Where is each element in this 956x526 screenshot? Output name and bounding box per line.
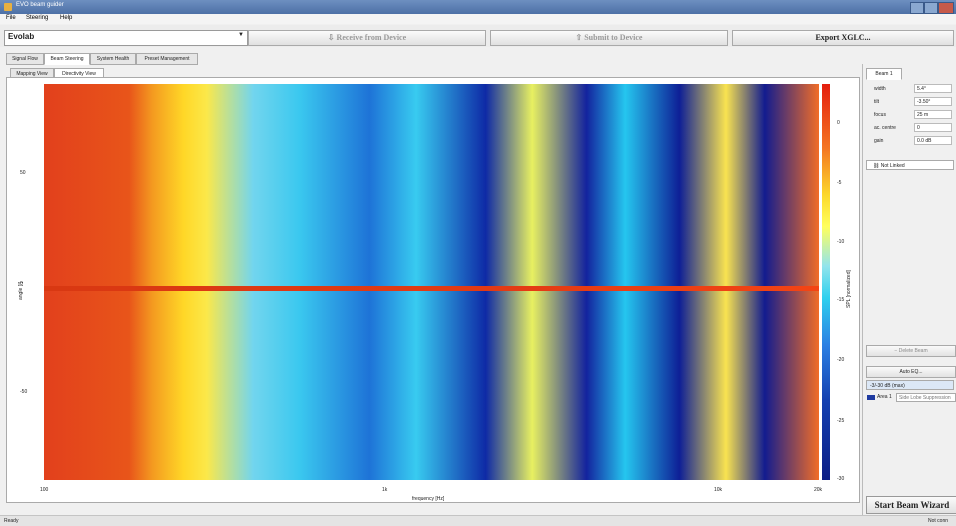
- minus-icon: −: [894, 348, 899, 354]
- tab-beam-steering[interactable]: Beam Steering: [44, 53, 90, 65]
- colorbar-tick: -5: [837, 180, 842, 186]
- menu-steering[interactable]: Steering: [26, 15, 49, 21]
- download-icon: ⇩: [327, 33, 337, 42]
- x-tick: 10k: [714, 487, 723, 493]
- status-text: Ready: [4, 518, 19, 524]
- receive-label: Receive from Device: [336, 33, 407, 42]
- focus-field[interactable]: 25 m: [914, 110, 952, 119]
- export-button[interactable]: Export XGLC...: [732, 30, 954, 46]
- heatmap-main-lobe: [44, 286, 819, 291]
- submit-button[interactable]: ⇧ Submit to Device: [490, 30, 728, 46]
- x-tick: 100: [40, 487, 49, 493]
- colorbar-tick: -25: [837, 418, 845, 424]
- export-label: Export XGLC...: [815, 33, 871, 42]
- colorbar-tick: -20: [837, 357, 845, 363]
- area-swatch: [867, 395, 875, 400]
- status-bar: Ready Not conn: [0, 515, 956, 526]
- link-select[interactable]: ⛓ Not Linked: [866, 160, 954, 170]
- y-tick: 50: [20, 170, 26, 176]
- delete-beam-label: Delete Beam: [898, 348, 928, 354]
- maximize-icon[interactable]: [924, 2, 938, 14]
- app-icon: [4, 3, 12, 11]
- connection-status: Not conn: [928, 518, 949, 524]
- target-select[interactable]: -3/-30 dB (max): [866, 380, 954, 390]
- colorbar-tick: -30: [837, 476, 845, 482]
- start-beam-wizard-button[interactable]: Start Beam Wizard: [866, 496, 956, 514]
- link-select-value: Not Linked: [880, 163, 905, 169]
- menu-help[interactable]: Help: [60, 15, 73, 21]
- colorbar-tick: -15: [837, 297, 845, 303]
- y-tick: -50: [20, 389, 28, 395]
- y-axis-label: angle [°]: [18, 281, 24, 300]
- window-title: EVO beam guider: [16, 2, 64, 8]
- directivity-heatmap[interactable]: [44, 84, 819, 480]
- title-bar: EVO beam guider: [0, 0, 956, 14]
- area-label: Area 1: [877, 394, 892, 400]
- delete-beam-button[interactable]: − Delete Beam: [866, 345, 956, 357]
- x-tick: 20k: [814, 487, 823, 493]
- chevron-down-icon: ▼: [238, 32, 244, 38]
- field-label-gain: gain: [874, 138, 884, 144]
- menu-file[interactable]: File: [6, 15, 16, 21]
- field-label-width: width: [874, 86, 886, 92]
- device-select[interactable]: Evolab ▼: [4, 30, 248, 46]
- link-icon: ⛓: [873, 163, 881, 169]
- minimize-icon[interactable]: [910, 2, 924, 14]
- field-label-tilt: tilt: [874, 99, 879, 105]
- tab-system-health[interactable]: System Health: [90, 53, 136, 65]
- x-tick: 1k: [382, 487, 388, 493]
- ac-centre-field[interactable]: 0: [914, 123, 952, 132]
- auto-eq-button[interactable]: Auto EQ...: [866, 366, 956, 378]
- tab-beam-1[interactable]: Beam 1: [866, 68, 902, 80]
- device-select-value: Evolab: [8, 32, 35, 41]
- menu-bar: File Steering Help: [0, 14, 956, 24]
- sidelobe-field[interactable]: Side Lobe Suppression: [896, 393, 956, 402]
- colorbar-tick: 0: [837, 120, 840, 126]
- colorbar: [822, 84, 830, 480]
- width-field[interactable]: 5.4°: [914, 84, 952, 93]
- tab-preset-management[interactable]: Preset Management: [136, 53, 198, 65]
- close-icon[interactable]: [938, 2, 954, 14]
- x-axis-label: frequency [Hz]: [412, 496, 445, 502]
- tilt-field[interactable]: -3.50°: [914, 97, 952, 106]
- field-label-focus: focus: [874, 112, 886, 118]
- y-tick: 0: [20, 281, 23, 287]
- colorbar-label: SPL [normalized]: [846, 270, 852, 308]
- submit-label: Submit to Device: [584, 33, 643, 42]
- field-label-ac-centre: ac. centre: [874, 125, 896, 131]
- receive-button[interactable]: ⇩ Receive from Device: [248, 30, 486, 46]
- colorbar-tick: -10: [837, 239, 845, 245]
- upload-icon: ⇧: [575, 33, 585, 42]
- gain-field[interactable]: 0.0 dB: [914, 136, 952, 145]
- tab-signal-flow[interactable]: Signal Flow: [6, 53, 44, 65]
